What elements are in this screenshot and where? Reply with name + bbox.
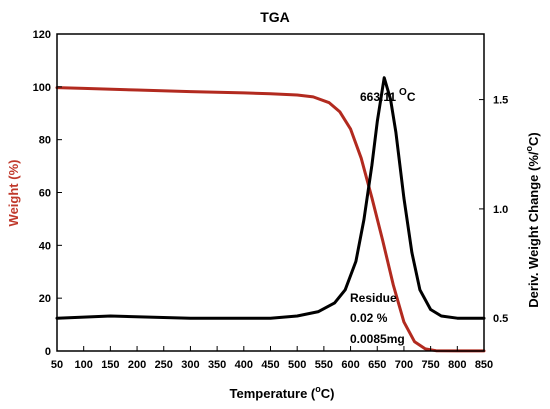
y-left-axis-title: Weight (%): [6, 160, 21, 227]
x-tick-label: 750: [421, 359, 439, 371]
weight-curve: [55, 86, 486, 353]
residue-percent: 0.02 %: [350, 311, 388, 325]
x-axis-title: Temperature (oC): [230, 384, 335, 401]
x-tick-label: 150: [101, 359, 119, 371]
x-tick-label: 100: [75, 359, 93, 371]
residue-mass: 0.0085mg: [350, 332, 405, 346]
chart-title: TGA: [260, 9, 290, 25]
y-right-tick-label: 0.5: [493, 313, 508, 325]
x-tick-label: 300: [181, 359, 199, 371]
x-tick-label: 250: [155, 359, 173, 371]
y-left-tick-label: 40: [39, 240, 51, 252]
y-right-axis-ticks: 0.5 1.0 1.5: [479, 95, 508, 325]
x-tick-label: 200: [128, 359, 146, 371]
x-axis-ticks: 50 100 150 200 250 300 350 400 450 500 550 600 650 70…: [51, 346, 493, 371]
y-right-axis-title: Deriv. Weight Change (%/oC): [524, 132, 541, 307]
x-tick-label: 850: [475, 359, 493, 371]
y-left-tick-label: 80: [39, 135, 51, 147]
x-tick-label: 50: [51, 359, 63, 371]
x-tick-label: 500: [288, 359, 306, 371]
y-left-tick-label: 0: [45, 346, 51, 358]
x-tick-label: 800: [448, 359, 466, 371]
peak-annotation: 663.11 OC: [360, 87, 416, 104]
y-left-tick-label: 20: [39, 293, 51, 305]
x-tick-label: 550: [315, 359, 333, 371]
x-tick-label: 350: [208, 359, 226, 371]
plot-frame: [56, 33, 485, 352]
y-left-tick-label: 100: [33, 82, 51, 94]
x-tick-label: 600: [341, 359, 359, 371]
y-left-tick-label: 120: [33, 29, 51, 41]
x-tick-label: 400: [235, 359, 253, 371]
x-tick-label: 700: [395, 359, 413, 371]
residue-label: Residue: [350, 291, 397, 305]
series-layer: [55, 76, 486, 353]
y-left-axis-ticks: 0 20 40 60 80 100 120: [33, 29, 62, 358]
derivative-curve: [55, 76, 486, 320]
y-right-tick-label: 1.5: [493, 95, 508, 107]
y-right-tick-label: 1.0: [493, 204, 508, 216]
x-tick-label: 650: [368, 359, 386, 371]
y-left-tick-label: 60: [39, 188, 51, 200]
x-tick-label: 450: [261, 359, 279, 371]
